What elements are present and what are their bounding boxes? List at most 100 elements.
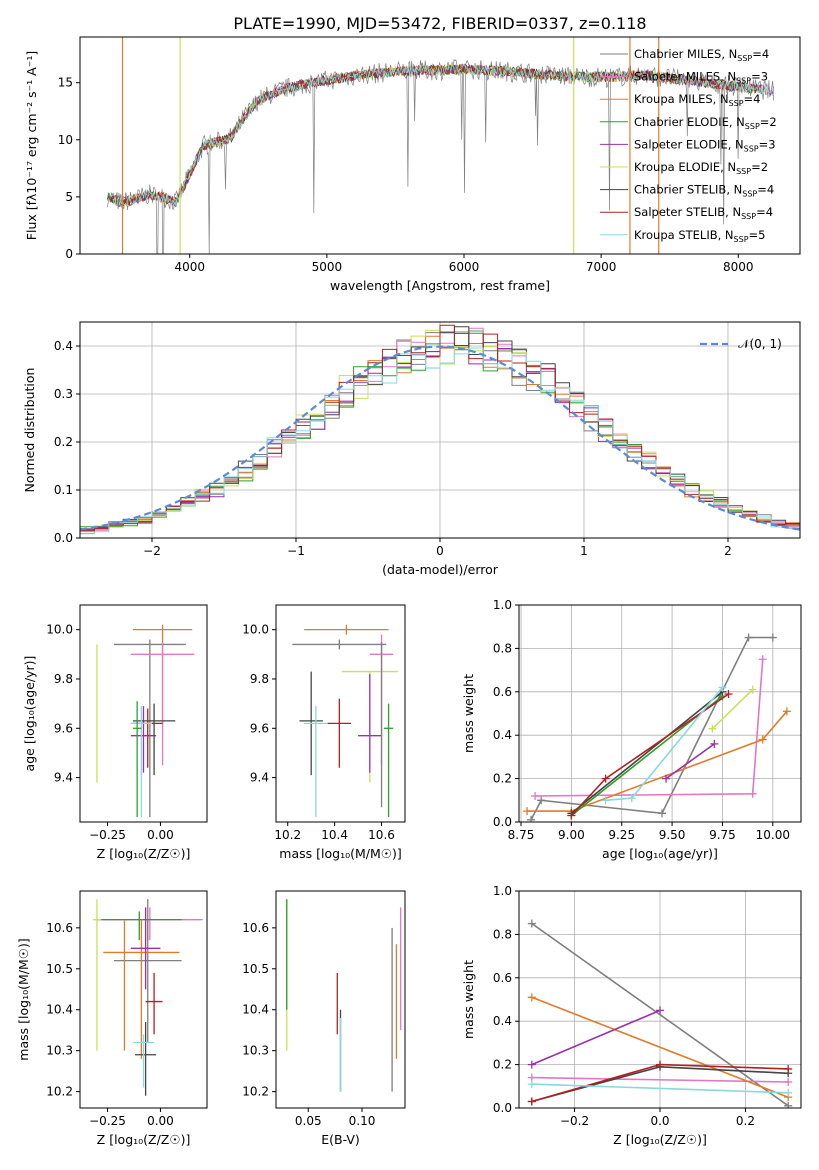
weight-marker xyxy=(567,811,576,820)
y-tick-label: 0.2 xyxy=(54,435,73,449)
weight-marker xyxy=(768,633,777,642)
legend-label: Salpeter STELIB, NSSP=4 xyxy=(634,205,773,221)
x-tick-label: −2 xyxy=(143,544,161,558)
weight-marker xyxy=(527,1060,536,1069)
weight-line-8 xyxy=(531,1083,789,1094)
weight-marker xyxy=(537,796,546,805)
y-tick-label: 9.4 xyxy=(250,771,269,785)
axes-frame xyxy=(275,890,406,1109)
axes-age-vs-metallicity: −0.25 0.00 9.4 9.6 9.8 10.0 Z [log₁₀(Z/Z☉)] age… xyxy=(22,604,208,861)
weight-marker xyxy=(601,774,610,783)
weight-marker xyxy=(784,1064,793,1073)
y-tick-label: 9.8 xyxy=(250,672,269,686)
weight-line-2 xyxy=(531,996,789,1098)
legend-sub: SSP xyxy=(736,167,751,176)
x-tick-label: 5000 xyxy=(312,260,343,274)
legend-sub: SSP xyxy=(737,54,752,63)
plot-area xyxy=(292,624,398,818)
y-tick-label: 9.6 xyxy=(250,721,269,735)
y-tick-label: 10.0 xyxy=(242,623,269,637)
weight-marker xyxy=(658,809,667,818)
weight-marker xyxy=(758,655,767,664)
weight-marker xyxy=(710,739,719,748)
weight-marker xyxy=(708,724,717,733)
legend-rest: =4 xyxy=(744,92,761,106)
x-tick-label: 0.00 xyxy=(147,828,174,842)
x-tick-label: 6000 xyxy=(449,260,480,274)
y-tick-label: 0.0 xyxy=(493,815,512,829)
y-tick-label: 10.5 xyxy=(46,962,73,976)
plot-area xyxy=(523,633,791,822)
y-tick-label: 15 xyxy=(58,76,73,90)
legend-rest: =4 xyxy=(756,205,773,219)
x-tick-label: 9.50 xyxy=(659,828,686,842)
x-axis-label: age [log₁₀(age/yr)] xyxy=(602,846,718,861)
weight-line-0 xyxy=(531,922,789,1107)
x-tick-label: 7000 xyxy=(586,260,617,274)
x-tick-label: 9.25 xyxy=(608,828,635,842)
x-axis-label: Z [log₁₀(Z/Z☉)] xyxy=(97,1132,191,1147)
axes-frame xyxy=(275,604,406,823)
y-tick-label: 1.0 xyxy=(493,598,512,612)
x-tick-label: 1 xyxy=(580,544,588,558)
spectrum-7 xyxy=(110,63,758,207)
weight-marker xyxy=(784,1101,793,1108)
y-tick-label: 9.6 xyxy=(54,721,73,735)
axes-mass-vs-metallicity: −0.25 0.00 10.2 10.3 10.4 10.5 10.6 Z [log₁₀(Z/… xyxy=(16,890,208,1147)
x-axis-label: mass [log₁₀(M/M☉)] xyxy=(279,846,401,861)
y-tick-label: 0.3 xyxy=(54,387,73,401)
weight-line-5 xyxy=(711,689,754,730)
weight-line-4 xyxy=(531,1009,661,1066)
x-tick-label: 2 xyxy=(724,544,732,558)
legend-sub: SSP xyxy=(734,235,749,244)
y-tick-label: 10.2 xyxy=(46,1085,73,1099)
y-tick-label: 0.2 xyxy=(493,1058,512,1072)
legend-label: Kroupa MILES, NSSP=4 xyxy=(634,92,760,108)
y-tick-label: 10.3 xyxy=(242,1044,269,1058)
x-axis-label: Z [log₁₀(Z/Z☉)] xyxy=(97,846,191,861)
x-tick-label: 8000 xyxy=(723,260,754,274)
y-tick-label: 0.8 xyxy=(493,927,512,941)
legend-label: Chabrier STELIB, NSSP=4 xyxy=(634,183,774,199)
axes-frame xyxy=(518,604,802,823)
legend-sub: SSP xyxy=(744,144,759,153)
y-tick-label: 0.0 xyxy=(54,531,73,545)
weight-marker xyxy=(527,919,536,928)
y-axis-label: age [log₁₀(age/yr)] xyxy=(22,656,37,772)
x-axis-label: Z [log₁₀(Z/Z☉)] xyxy=(613,1132,707,1147)
weight-marker xyxy=(744,633,753,642)
x-tick-label: 0.2 xyxy=(736,1114,755,1128)
x-tick-label: 0.05 xyxy=(295,1114,322,1128)
axes-mass-weight-vs-age: 8.75 9.00 9.25 9.50 9.75 10.00 0.0 0.2 0.4 0.6 0.8… xyxy=(461,598,802,861)
legend-rest: =2 xyxy=(751,160,768,174)
legend-label: Kroupa ELODIE, NSSP=2 xyxy=(634,160,768,176)
plot-area xyxy=(96,624,195,818)
y-tick-label: 10.4 xyxy=(46,1003,73,1017)
legend-sub: SSP xyxy=(745,122,760,131)
y-axis-label: Normed distribution xyxy=(22,368,37,493)
weight-marker xyxy=(662,774,671,783)
x-tick-label: 4000 xyxy=(174,260,205,274)
x-tick-label: −1 xyxy=(287,544,305,558)
axes-frame xyxy=(79,890,208,1109)
weight-marker xyxy=(656,1060,664,1069)
x-tick-label: −0.25 xyxy=(89,828,126,842)
weight-marker xyxy=(758,735,767,744)
axes-mass-weight-vs-metallicity: −0.2 0.0 0.2 0.0 0.2 0.4 0.6 0.8 1.0 Z [log₁₀(Z/Z… xyxy=(461,884,802,1147)
legend-sub: SSP xyxy=(729,99,744,108)
legend-rest: =3 xyxy=(751,70,768,84)
legend-label: Chabrier MILES, NSSP=4 xyxy=(634,47,769,63)
figure-title: PLATE=1990, MJD=53472, FIBERID=0337, z=0… xyxy=(233,14,646,33)
weight-marker xyxy=(601,796,610,805)
plot-area xyxy=(107,37,775,254)
x-axis-label: wavelength [Angstrom, rest frame] xyxy=(330,278,550,293)
legend-label: Salpeter MILES, NSSP=3 xyxy=(634,70,768,86)
y-tick-label: 0.1 xyxy=(54,483,73,497)
legend-rest: =2 xyxy=(760,115,777,129)
weight-marker xyxy=(748,789,757,798)
y-tick-label: 5 xyxy=(65,190,73,204)
legend-sub: SSP xyxy=(741,212,756,221)
y-axis-label: Flux [fλ10⁻¹⁷ erg cm⁻² s⁻¹ A⁻¹] xyxy=(24,51,39,240)
axes-spectrum: 4000 5000 6000 7000 8000 0 5 10 15 wavelength [An… xyxy=(24,36,801,293)
